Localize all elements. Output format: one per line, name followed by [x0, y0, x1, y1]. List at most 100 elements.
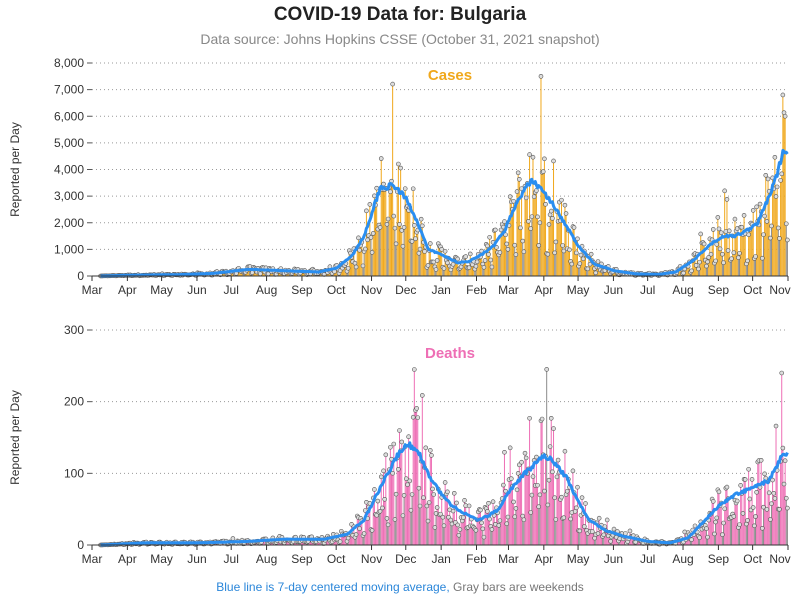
day-bar	[444, 251, 446, 276]
x-tick-label: Feb	[466, 552, 487, 566]
day-bar	[389, 447, 391, 545]
data-point	[454, 500, 459, 506]
day-bar	[702, 524, 704, 545]
weekend-bar	[426, 505, 428, 545]
day-bar	[576, 487, 578, 545]
day-bar	[677, 539, 679, 545]
data-point	[762, 471, 767, 477]
day-bar	[733, 516, 735, 545]
day-bar	[397, 469, 399, 545]
day-bar	[599, 528, 601, 545]
data-point	[409, 492, 415, 497]
day-bar	[340, 531, 342, 545]
day-bar	[532, 476, 534, 545]
day-bar	[572, 226, 574, 276]
data-point	[537, 220, 543, 225]
x-tick-label: May	[150, 283, 173, 297]
weekend-bar	[530, 512, 532, 545]
data-point	[760, 526, 765, 531]
day-bar	[365, 502, 367, 545]
day-bar	[736, 500, 738, 545]
day-bar	[583, 250, 585, 276]
day-bar	[566, 248, 568, 276]
day-bar	[573, 492, 575, 545]
day-bar	[759, 487, 761, 545]
day-bar	[452, 511, 454, 545]
day-bar	[757, 221, 759, 276]
day-bar	[445, 493, 447, 545]
day-bar	[465, 505, 467, 545]
data-point	[410, 186, 416, 192]
weekend-bar	[355, 534, 357, 545]
weekend-bar	[555, 519, 557, 545]
day-bar	[398, 430, 400, 545]
data-point	[768, 517, 773, 522]
weekend-bar	[778, 509, 780, 545]
day-bar	[605, 530, 607, 545]
data-point	[414, 406, 419, 411]
weekend-bar	[746, 260, 748, 276]
weekend-bar	[466, 528, 468, 545]
weekend-bar	[754, 256, 756, 276]
weekend-bar	[785, 223, 787, 276]
panel-title: Deaths	[425, 345, 475, 362]
weekend-bar	[354, 263, 356, 276]
data-point	[392, 225, 398, 231]
day-bar	[401, 230, 403, 276]
data-point	[360, 263, 366, 269]
day-bar	[400, 450, 402, 545]
day-bar	[725, 231, 727, 276]
weekend-bar	[578, 530, 580, 545]
weekend-bar	[745, 524, 747, 545]
day-bar	[751, 479, 753, 545]
x-tick-label: Jun	[187, 552, 206, 566]
data-point	[461, 515, 466, 520]
data-point	[381, 468, 386, 474]
data-point	[501, 482, 506, 488]
data-point	[481, 264, 487, 270]
data-point	[545, 251, 551, 257]
data-point	[577, 528, 583, 534]
day-bar	[398, 224, 400, 276]
data-point	[417, 246, 423, 252]
data-point	[521, 249, 527, 255]
weekend-bar	[729, 517, 731, 545]
day-bar	[569, 487, 571, 545]
day-bar	[756, 492, 758, 545]
x-tick-label: Nov	[769, 552, 790, 566]
data-point	[705, 259, 710, 265]
data-point	[412, 367, 417, 372]
data-point	[764, 507, 770, 512]
day-bar	[384, 189, 386, 276]
x-tick-label: Apr	[118, 552, 137, 566]
day-bar	[734, 500, 736, 545]
day-bar	[565, 494, 567, 545]
day-bar	[760, 211, 762, 276]
weekend-bar	[563, 517, 565, 545]
data-point	[481, 534, 487, 540]
data-point	[732, 216, 738, 222]
day-bar	[711, 239, 713, 276]
day-bar	[741, 493, 743, 545]
data-point	[368, 235, 374, 240]
day-bar	[589, 531, 591, 545]
data-point	[783, 221, 789, 227]
y-axis-label: Reported per Day	[8, 122, 22, 217]
weekend-bar	[363, 251, 365, 276]
weekend-bar	[475, 266, 477, 276]
data-point	[396, 466, 401, 472]
weekend-bar	[707, 261, 709, 276]
weekend-bar	[731, 517, 733, 545]
day-bar	[445, 260, 447, 276]
day-bar	[388, 469, 390, 545]
x-tick-label: Mar	[82, 552, 103, 566]
data-point	[257, 271, 263, 277]
data-point	[543, 201, 548, 207]
day-bar	[477, 511, 479, 545]
weekend-bar	[554, 252, 556, 276]
data-point	[583, 501, 588, 506]
weekend-bar	[402, 246, 404, 276]
day-bar	[440, 514, 442, 545]
day-bar	[369, 204, 371, 276]
data-point	[505, 247, 511, 252]
